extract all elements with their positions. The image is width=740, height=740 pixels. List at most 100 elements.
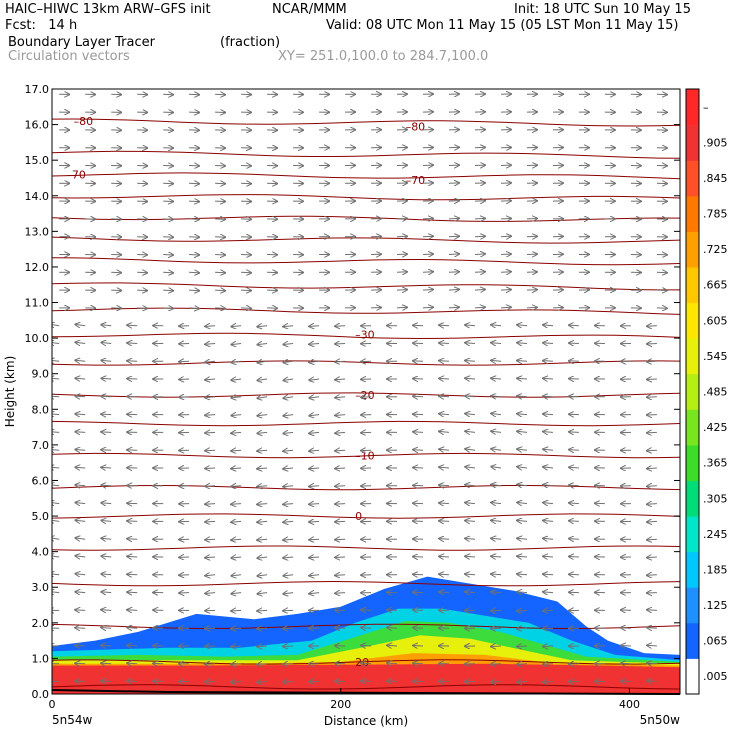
vector-arrow-239 — [647, 521, 657, 522]
vector-arrow-475 — [543, 343, 554, 344]
colorbar-swatch-10 — [686, 302, 699, 339]
vector-arrow-614 — [422, 236, 433, 237]
vector-arrow-302 — [413, 468, 424, 469]
vector-arrow-38 — [413, 663, 424, 664]
vector-arrow-280 — [465, 485, 476, 486]
field-units: (fraction) — [220, 35, 281, 50]
vector-arrow-297 — [283, 468, 294, 469]
vector-arrow-123 — [127, 592, 138, 593]
colorbar-swatch-11 — [686, 266, 699, 303]
vector-arrow-351 — [439, 431, 450, 432]
vector-arrow-175 — [231, 557, 242, 558]
vector-arrow-359 — [647, 432, 657, 433]
vector-arrow-32 — [257, 664, 268, 665]
vector-arrow-393 — [283, 397, 294, 398]
vector-arrow-480 — [52, 324, 60, 325]
isotherm-label-9: –20 — [355, 389, 375, 402]
vector-arrow-120 — [52, 592, 60, 593]
vector-arrow-495 — [439, 325, 450, 326]
vector-arrow-328 — [465, 449, 476, 450]
vector-arrow-566 — [422, 272, 433, 273]
vector-arrow-95 — [647, 628, 657, 629]
y-tick-label-6: 6.0 — [32, 474, 50, 487]
vector-arrow-565 — [396, 272, 407, 273]
vector-arrow-258 — [517, 502, 528, 503]
vector-arrow-236 — [569, 521, 579, 522]
vector-arrow-653 — [189, 201, 199, 202]
colorbar-swatch-8 — [686, 373, 699, 410]
vector-arrow-628 — [163, 219, 173, 220]
vector-arrow-167 — [647, 575, 657, 576]
vector-arrow-467 — [335, 344, 346, 345]
terrain-surface — [51, 689, 681, 695]
vector-arrow-281 — [491, 485, 502, 486]
vector-arrow-289 — [75, 467, 86, 468]
colorbar-swatch-2 — [686, 587, 699, 624]
vector-arrow-7 — [231, 682, 242, 683]
vector-arrow-199 — [231, 539, 242, 540]
vector-arrow-352 — [465, 431, 476, 432]
colorbar-swatch-9 — [686, 338, 699, 375]
vector-arrow-184 — [465, 556, 476, 557]
vector-arrow-110 — [413, 610, 424, 611]
isotherm-line-7 — [52, 452, 680, 459]
vector-arrow-488 — [257, 326, 268, 327]
plot-frame — [51, 88, 681, 695]
cross-section-coords: XY= 251.0,100.0 to 284.7,100.0 — [278, 49, 489, 64]
vector-arrow-491 — [335, 326, 346, 327]
vector-arrow-522 — [526, 307, 537, 308]
isotherm-label-5: 0 — [355, 510, 362, 523]
vector-arrow-559 — [241, 272, 251, 273]
vector-arrow-500 — [569, 325, 579, 326]
vector-arrow-400 — [465, 396, 476, 397]
vector-arrow-26 — [101, 663, 112, 664]
vector-arrow-303 — [439, 467, 450, 468]
colorbar-label-13: .785 — [703, 208, 728, 221]
vector-arrow-336 — [52, 432, 60, 433]
vector-arrow-295 — [231, 468, 242, 469]
vector-arrow-546 — [526, 290, 537, 291]
vector-arrow-375 — [439, 414, 450, 415]
vector-arrow-216 — [52, 520, 60, 521]
vector-arrow-545 — [500, 290, 511, 291]
isotherm-line-11 — [52, 332, 680, 340]
vector-arrow-374 — [413, 414, 424, 415]
colorbar-label-6: .365 — [703, 457, 728, 470]
vector-arrow-457 — [75, 342, 86, 343]
y-tick-label-11: 11.0 — [25, 297, 50, 310]
vector-arrow-43 — [543, 664, 554, 665]
vector-arrow-486 — [205, 326, 216, 327]
y-tick-label-9: 9.0 — [32, 368, 50, 381]
vector-arrow-307 — [543, 467, 554, 468]
vector-arrow-207 — [439, 539, 450, 540]
vector-arrow-361 — [75, 414, 86, 415]
vector-arrow-86 — [413, 628, 424, 629]
vector-arrow-74 — [101, 628, 112, 629]
colorbar-label-3: .185 — [703, 563, 728, 576]
vector-arrow-568 — [474, 272, 485, 273]
vector-arrow-329 — [491, 449, 502, 450]
vector-arrow-384 — [52, 396, 60, 397]
vector-arrow-615 — [448, 236, 459, 237]
vector-arrow-593 — [500, 254, 511, 255]
vector-arrow-605 — [189, 237, 199, 238]
vector-arrow-434 — [101, 360, 112, 361]
vector-arrow-408 — [52, 378, 60, 379]
vector-arrow-489 — [283, 326, 294, 327]
vector-arrow-474 — [517, 343, 528, 344]
vector-arrow-62 — [413, 646, 424, 647]
y-axis-label: Height (km) — [3, 356, 17, 427]
vector-arrow-108 — [361, 610, 372, 611]
vector-arrow-235 — [543, 521, 554, 522]
vector-arrow-447 — [439, 361, 450, 362]
y-tick-label-10: 10.0 — [25, 332, 50, 345]
vector-arrow-414 — [205, 379, 216, 380]
vector-arrow-401 — [491, 396, 502, 397]
vector-arrow-557 — [189, 272, 199, 273]
vector-arrow-25 — [75, 663, 86, 664]
colorbar-swatch-12 — [686, 231, 699, 268]
vector-arrow-224 — [257, 521, 268, 522]
vector-arrow-80 — [257, 628, 268, 629]
vector-arrow-423 — [439, 378, 450, 379]
isotherm-line-12 — [52, 307, 680, 315]
